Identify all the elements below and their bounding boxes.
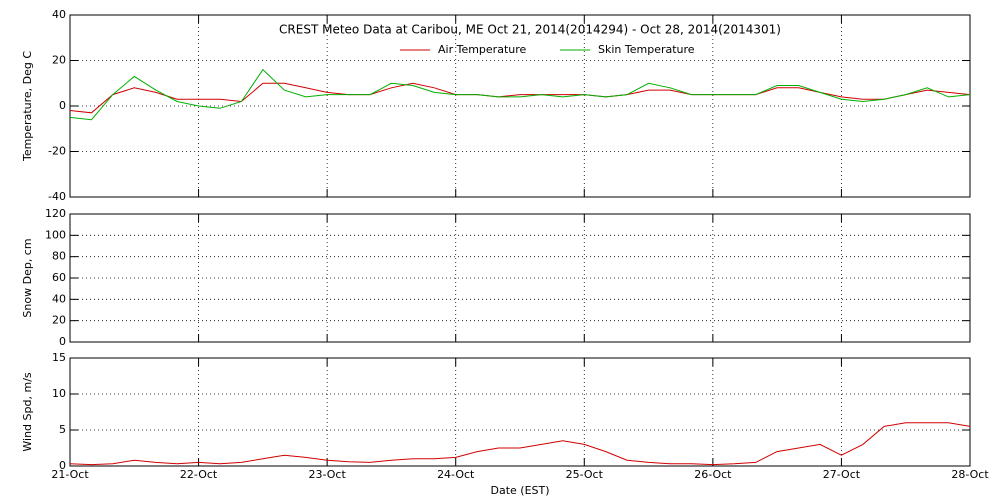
y-axis-label: Snow Dep, cm bbox=[21, 238, 34, 317]
y-tick-label: 40 bbox=[52, 8, 66, 21]
x-tick-label: 23-Oct bbox=[308, 468, 346, 481]
x-tick-label: 24-Oct bbox=[437, 468, 475, 481]
x-tick-label: 27-Oct bbox=[823, 468, 861, 481]
y-tick-label: -40 bbox=[48, 190, 66, 203]
y-tick-label: 10 bbox=[52, 387, 66, 400]
y-tick-label: 20 bbox=[52, 54, 66, 67]
x-axis-label: Date (EST) bbox=[490, 484, 549, 497]
x-tick-label: 25-Oct bbox=[566, 468, 604, 481]
legend-label: Skin Temperature bbox=[598, 43, 695, 56]
data-line bbox=[69, 82, 971, 114]
y-axis-label: Temperature, Deg C bbox=[21, 51, 34, 162]
data-line bbox=[69, 422, 971, 466]
plot-frame bbox=[69, 213, 971, 343]
y-tick-label: 0 bbox=[59, 459, 66, 472]
x-tick-label: 26-Oct bbox=[694, 468, 732, 481]
y-tick-label: 100 bbox=[45, 228, 66, 241]
x-tick-label: 22-Oct bbox=[180, 468, 218, 481]
y-tick-label: 80 bbox=[52, 250, 66, 263]
plot-frame bbox=[69, 14, 971, 198]
plot-frame bbox=[69, 357, 971, 467]
y-tick-label: -20 bbox=[48, 145, 66, 158]
y-tick-label: 40 bbox=[52, 292, 66, 305]
x-tick-label: 28-Oct bbox=[951, 468, 989, 481]
y-tick-label: 0 bbox=[59, 335, 66, 348]
y-tick-label: 120 bbox=[45, 207, 66, 220]
y-tick-label: 15 bbox=[52, 351, 66, 364]
legend-label: Air Temperature bbox=[438, 43, 527, 56]
y-tick-label: 60 bbox=[52, 271, 66, 284]
y-tick-label: 0 bbox=[59, 99, 66, 112]
y-tick-label: 20 bbox=[52, 314, 66, 327]
chart-title: CREST Meteo Data at Caribou, ME Oct 21, … bbox=[279, 23, 781, 37]
y-axis-label: Wind Spd, m/s bbox=[21, 372, 34, 452]
data-line bbox=[69, 68, 971, 121]
y-tick-label: 5 bbox=[59, 423, 66, 436]
x-tick-label: 21-Oct bbox=[51, 468, 89, 481]
